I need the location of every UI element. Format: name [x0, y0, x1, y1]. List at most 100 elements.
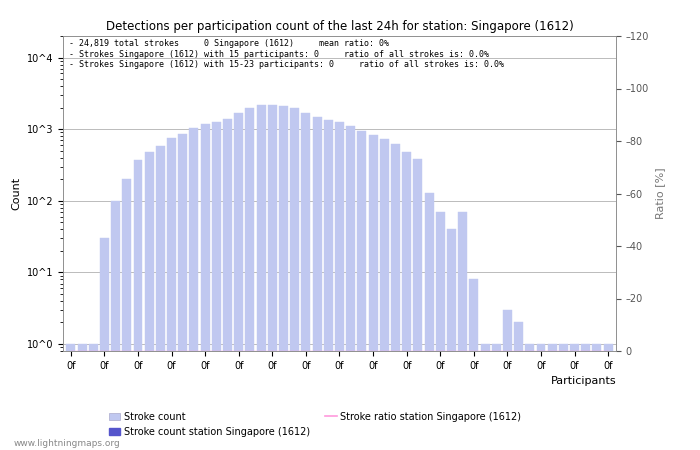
- Bar: [100, 238, 109, 450]
- Bar: [425, 193, 433, 450]
- Stroke ratio station Singapore (1612): [156, 348, 164, 354]
- Y-axis label: Ratio [%]: Ratio [%]: [654, 168, 665, 219]
- Bar: [480, 344, 489, 450]
- Bar: [313, 117, 321, 450]
- Bar: [290, 108, 299, 450]
- Stroke ratio station Singapore (1612): [89, 348, 97, 354]
- Bar: [89, 344, 98, 450]
- Stroke ratio station Singapore (1612): [100, 348, 108, 354]
- Stroke ratio station Singapore (1612): [134, 348, 142, 354]
- Bar: [279, 106, 288, 450]
- Stroke ratio station Singapore (1612): [593, 348, 601, 354]
- Bar: [302, 112, 310, 450]
- Stroke ratio station Singapore (1612): [78, 348, 86, 354]
- Bar: [402, 152, 411, 450]
- Stroke ratio station Singapore (1612): [190, 348, 198, 354]
- Bar: [324, 120, 332, 450]
- Stroke ratio station Singapore (1612): [470, 348, 478, 354]
- Stroke ratio station Singapore (1612): [414, 348, 422, 354]
- Stroke ratio station Singapore (1612): [514, 348, 523, 354]
- Y-axis label: Count: Count: [11, 177, 21, 210]
- Stroke ratio station Singapore (1612): [481, 348, 489, 354]
- Stroke ratio station Singapore (1612): [246, 348, 254, 354]
- Stroke ratio station Singapore (1612): [167, 348, 176, 354]
- Stroke ratio station Singapore (1612): [492, 348, 500, 354]
- Bar: [246, 108, 254, 450]
- Stroke ratio station Singapore (1612): [234, 348, 243, 354]
- Bar: [559, 344, 568, 450]
- Bar: [514, 323, 523, 450]
- Bar: [380, 139, 389, 450]
- Stroke ratio station Singapore (1612): [145, 348, 153, 354]
- Stroke ratio station Singapore (1612): [447, 348, 456, 354]
- Stroke ratio station Singapore (1612): [257, 348, 265, 354]
- Bar: [212, 122, 220, 450]
- Bar: [369, 135, 377, 450]
- Bar: [358, 131, 366, 450]
- Stroke ratio station Singapore (1612): [358, 348, 366, 354]
- Legend: Stroke count, Stroke count station Singapore (1612), Stroke ratio station Singap: Stroke count, Stroke count station Singa…: [105, 408, 525, 441]
- Stroke ratio station Singapore (1612): [346, 348, 355, 354]
- Stroke ratio station Singapore (1612): [391, 348, 400, 354]
- Stroke ratio station Singapore (1612): [66, 348, 75, 354]
- Bar: [66, 344, 76, 450]
- Bar: [111, 201, 120, 450]
- Bar: [414, 159, 422, 450]
- Stroke ratio station Singapore (1612): [302, 348, 310, 354]
- Stroke ratio station Singapore (1612): [526, 348, 534, 354]
- Bar: [268, 105, 277, 450]
- Bar: [570, 344, 579, 450]
- Stroke ratio station Singapore (1612): [122, 348, 131, 354]
- Bar: [470, 279, 478, 450]
- Bar: [346, 126, 355, 450]
- Bar: [503, 310, 512, 450]
- Bar: [581, 344, 590, 450]
- Stroke ratio station Singapore (1612): [458, 348, 467, 354]
- Stroke ratio station Singapore (1612): [223, 348, 232, 354]
- Text: Participants: Participants: [550, 376, 616, 386]
- Stroke ratio station Singapore (1612): [436, 348, 445, 354]
- Bar: [122, 179, 132, 450]
- Stroke ratio station Singapore (1612): [290, 348, 299, 354]
- Bar: [78, 344, 87, 450]
- Title: Detections per participation count of the last 24h for station: Singapore (1612): Detections per participation count of th…: [106, 20, 573, 33]
- Stroke ratio station Singapore (1612): [604, 348, 612, 354]
- Stroke ratio station Singapore (1612): [570, 348, 579, 354]
- Stroke ratio station Singapore (1612): [178, 348, 187, 354]
- Bar: [536, 344, 545, 450]
- Stroke ratio station Singapore (1612): [582, 348, 590, 354]
- Stroke ratio station Singapore (1612): [548, 348, 556, 354]
- Bar: [257, 105, 265, 450]
- Text: - 24,819 total strokes     0 Singapore (1612)     mean ratio: 0%
- Strokes Singa: - 24,819 total strokes 0 Singapore (1612…: [69, 39, 503, 69]
- Bar: [391, 144, 400, 450]
- Stroke ratio station Singapore (1612): [559, 348, 568, 354]
- Bar: [156, 146, 165, 450]
- Stroke ratio station Singapore (1612): [537, 348, 545, 354]
- Bar: [525, 344, 534, 450]
- Stroke ratio station Singapore (1612): [111, 348, 120, 354]
- Bar: [436, 212, 445, 450]
- Bar: [201, 123, 209, 450]
- Stroke ratio station Singapore (1612): [402, 348, 411, 354]
- Bar: [603, 344, 612, 450]
- Stroke ratio station Singapore (1612): [279, 348, 288, 354]
- Stroke ratio station Singapore (1612): [503, 348, 512, 354]
- Bar: [447, 230, 456, 450]
- Bar: [592, 344, 601, 450]
- Stroke ratio station Singapore (1612): [380, 348, 389, 354]
- Bar: [178, 134, 188, 450]
- Bar: [547, 344, 556, 450]
- Stroke ratio station Singapore (1612): [425, 348, 433, 354]
- Bar: [190, 128, 199, 450]
- Stroke ratio station Singapore (1612): [324, 348, 332, 354]
- Text: www.lightningmaps.org: www.lightningmaps.org: [14, 439, 120, 448]
- Bar: [458, 212, 467, 450]
- Stroke ratio station Singapore (1612): [369, 348, 377, 354]
- Stroke ratio station Singapore (1612): [212, 348, 220, 354]
- Stroke ratio station Singapore (1612): [268, 348, 277, 354]
- Bar: [167, 138, 176, 450]
- Bar: [223, 119, 232, 450]
- Bar: [335, 122, 344, 450]
- Bar: [234, 112, 243, 450]
- Stroke ratio station Singapore (1612): [201, 348, 209, 354]
